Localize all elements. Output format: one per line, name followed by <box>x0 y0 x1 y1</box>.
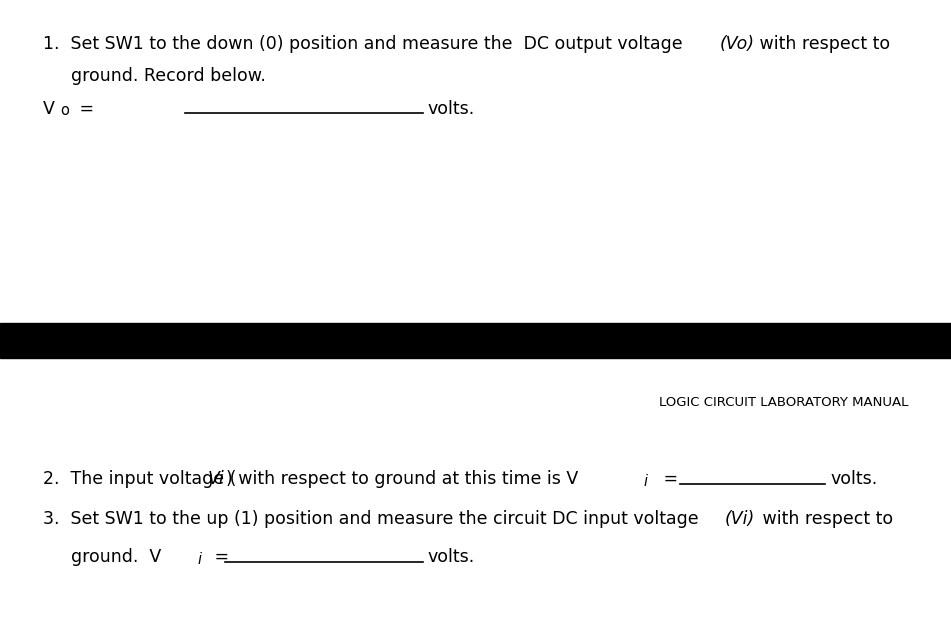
Text: with respect to: with respect to <box>757 510 893 528</box>
Text: Vi: Vi <box>207 470 224 488</box>
Text: 2.  The input voltage (: 2. The input voltage ( <box>43 470 236 488</box>
Text: =: = <box>209 548 235 566</box>
Text: V: V <box>43 100 54 117</box>
Text: volts.: volts. <box>428 100 476 117</box>
Text: i: i <box>198 552 202 567</box>
Text: volts.: volts. <box>830 470 878 488</box>
Text: 1.  Set SW1 to the down (0) position and measure the  DC output voltage: 1. Set SW1 to the down (0) position and … <box>43 35 688 53</box>
Text: LOGIC CIRCUIT LABORATORY MANUAL: LOGIC CIRCUIT LABORATORY MANUAL <box>659 396 908 410</box>
Text: o: o <box>60 103 68 118</box>
Text: with respect to: with respect to <box>754 35 890 53</box>
Text: ) with respect to ground at this time is V: ) with respect to ground at this time is… <box>226 470 578 488</box>
Text: =: = <box>658 470 684 488</box>
Text: ground. Record below.: ground. Record below. <box>71 67 266 84</box>
Text: i: i <box>644 474 648 489</box>
Bar <box>0 323 951 358</box>
Text: =: = <box>74 100 100 117</box>
Text: (Vo): (Vo) <box>720 35 755 53</box>
Text: 3.  Set SW1 to the up (1) position and measure the circuit DC input voltage: 3. Set SW1 to the up (1) position and me… <box>43 510 704 528</box>
Text: ground.  V: ground. V <box>71 548 162 566</box>
Text: (Vi): (Vi) <box>725 510 755 528</box>
Text: volts.: volts. <box>428 548 476 566</box>
